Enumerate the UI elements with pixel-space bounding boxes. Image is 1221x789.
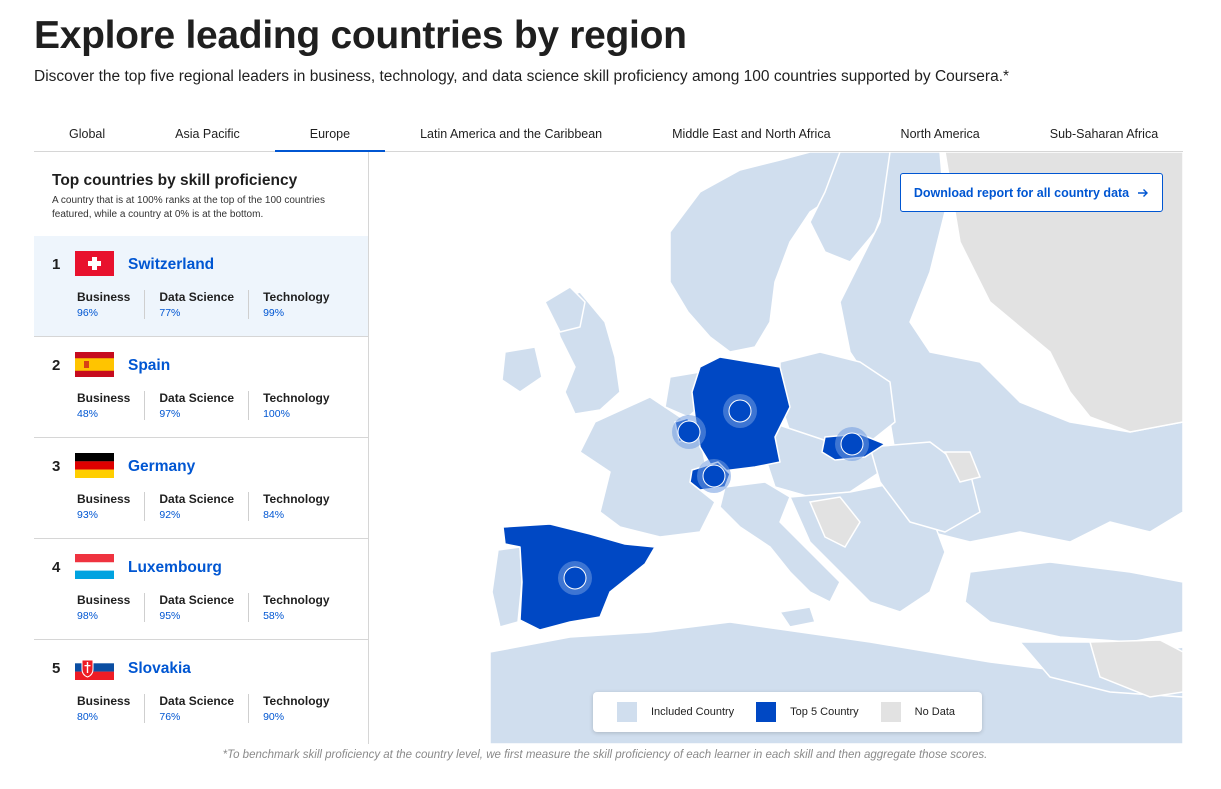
country-card-slovakia[interactable]: 5 Slovakia Business 80% Data Science 76% T… xyxy=(34,640,368,741)
legend-top5: Top 5 Country xyxy=(756,702,859,722)
tab-north-america[interactable]: North America xyxy=(900,127,980,141)
legend-swatch-top5 xyxy=(756,702,777,722)
marker-germany-dot xyxy=(728,399,752,423)
map-scotland xyxy=(544,286,586,333)
marker-luxembourg-dot xyxy=(677,420,701,444)
metrics: Business 48% Data Science 97% Technology 10… xyxy=(77,391,344,420)
tab-sub-saharan-africa[interactable]: Sub-Saharan Africa xyxy=(1049,127,1159,141)
metric-technology: Technology 58% xyxy=(248,593,343,622)
metric-business: Business 98% xyxy=(77,593,131,622)
germany-flag-icon xyxy=(75,453,114,478)
legend-label: Included Country xyxy=(651,706,735,718)
metric-technology: Technology 100% xyxy=(248,391,343,420)
metric-data-science: Data Science 97% xyxy=(144,391,248,420)
page-subtitle: Discover the top five regional leaders i… xyxy=(34,68,1010,85)
metric-data-science: Data Science 92% xyxy=(144,492,248,521)
metric-business: Business 96% xyxy=(77,290,131,319)
legend-label: No Data xyxy=(914,706,956,718)
country-card-spain[interactable]: 2 Spain Business 48% Data Science 97% Tech… xyxy=(34,337,368,438)
metric-business: Business 93% xyxy=(77,492,131,521)
legend-included: Included Country xyxy=(617,702,734,722)
metric-business: Business 80% xyxy=(77,694,131,723)
panel-heading: Top countries by skill proficiency xyxy=(52,172,298,189)
metric-technology: Technology 99% xyxy=(248,290,343,319)
europe-map[interactable]: Download report for all country data Inc… xyxy=(370,152,1183,744)
map-ireland xyxy=(501,346,543,393)
download-button-label: Download report for all country data xyxy=(913,185,1130,200)
metrics: Business 93% Data Science 92% Technology 84… xyxy=(77,492,344,521)
legend-nodata: No Data xyxy=(880,702,956,722)
country-name[interactable]: Germany xyxy=(128,458,196,475)
country-card-germany[interactable]: 3 Germany Business 93% Data Science 92% Te… xyxy=(34,438,368,539)
metrics: Business 96% Data Science 77% Technology 99… xyxy=(77,290,344,319)
rank-number: 2 xyxy=(52,357,61,374)
metric-technology: Technology 90% xyxy=(248,694,343,723)
metric-data-science: Data Science 77% xyxy=(144,290,248,319)
legend-swatch-included xyxy=(617,702,637,722)
map-norway-sweden xyxy=(669,152,861,353)
marker-slovakia-dot xyxy=(840,432,864,456)
rank-number: 5 xyxy=(52,660,61,677)
marker-switzerland-dot xyxy=(702,464,726,488)
tab-middle-east[interactable]: Middle East and North Africa xyxy=(672,127,831,141)
rank-number: 1 xyxy=(52,256,61,273)
metric-business: Business 48% xyxy=(77,391,131,420)
map-portugal xyxy=(491,546,523,628)
switzerland-flag-icon xyxy=(75,251,114,276)
map-canvas xyxy=(489,152,1183,744)
country-card-switzerland[interactable]: 1 Switzerland Business 96% Data Science 77… xyxy=(34,236,368,337)
download-report-button[interactable]: Download report for all country data xyxy=(900,173,1163,212)
legend-label: Top 5 Country xyxy=(790,706,859,718)
map-nodata-syria xyxy=(1089,639,1183,698)
tab-latin-america[interactable]: Latin America and the Caribbean xyxy=(420,127,603,141)
metric-data-science: Data Science 95% xyxy=(144,593,248,622)
map-legend: Included Country Top 5 Country No Data xyxy=(593,692,982,732)
footnote: *To benchmark skill proficiency at the c… xyxy=(222,749,988,761)
spain-flag-icon xyxy=(75,352,114,377)
tab-europe[interactable]: Europe xyxy=(274,120,386,152)
map-italy xyxy=(719,481,841,603)
panel-description: A country that is at 100% ranks at the t… xyxy=(52,195,325,220)
rank-number: 3 xyxy=(52,458,61,475)
luxembourg-flag-icon xyxy=(75,554,114,579)
map-nodata-balkans xyxy=(808,496,861,548)
country-name[interactable]: Spain xyxy=(128,357,171,374)
country-list: 1 Switzerland Business 96% Data Science 77… xyxy=(34,236,368,741)
page-title: Explore leading countries by region xyxy=(34,14,687,57)
slovakia-flag-icon xyxy=(75,655,114,680)
metrics: Business 98% Data Science 95% Technology 58… xyxy=(77,593,344,622)
map-markers xyxy=(558,394,869,595)
metric-data-science: Data Science 76% xyxy=(144,694,248,723)
country-name[interactable]: Switzerland xyxy=(128,256,215,273)
country-name[interactable]: Slovakia xyxy=(128,660,191,677)
rank-number: 4 xyxy=(52,559,61,576)
metrics: Business 80% Data Science 76% Technology 90… xyxy=(77,694,344,723)
metric-technology: Technology 84% xyxy=(248,492,343,521)
arrow-right-icon xyxy=(1138,188,1149,197)
country-name[interactable]: Luxembourg xyxy=(128,559,222,576)
map-nodata-east xyxy=(944,152,1183,433)
map-turkey xyxy=(964,561,1183,643)
tab-asia-pacific[interactable]: Asia Pacific xyxy=(175,127,240,141)
map-nodata-belarus xyxy=(943,451,982,483)
legend-swatch-nodata xyxy=(880,702,901,722)
region-tabs: Global Asia Pacific Europe Latin America… xyxy=(34,120,1183,152)
ranking-panel: Top countries by skill proficiency A cou… xyxy=(34,152,369,744)
country-card-luxembourg[interactable]: 4 Luxembourg Business 98% Data Science 95%… xyxy=(34,539,368,640)
map-sicily xyxy=(779,606,816,628)
tab-global[interactable]: Global xyxy=(69,127,106,141)
marker-spain-dot xyxy=(563,566,587,590)
